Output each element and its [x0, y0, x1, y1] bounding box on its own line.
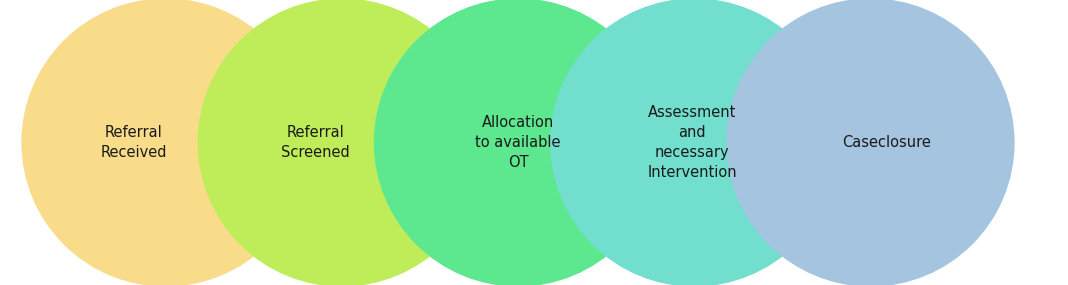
Ellipse shape: [550, 0, 838, 285]
Text: Referral
Received: Referral Received: [100, 125, 167, 160]
Text: Allocation
to available
OT: Allocation to available OT: [475, 115, 561, 170]
Ellipse shape: [21, 0, 310, 285]
Ellipse shape: [374, 0, 662, 285]
Text: Referral
Screened: Referral Screened: [281, 125, 349, 160]
Text: Caseclosure: Caseclosure: [842, 135, 931, 150]
Text: Assessment
and
necessary
Intervention: Assessment and necessary Intervention: [647, 105, 737, 180]
Ellipse shape: [198, 0, 486, 285]
Ellipse shape: [726, 0, 1015, 285]
